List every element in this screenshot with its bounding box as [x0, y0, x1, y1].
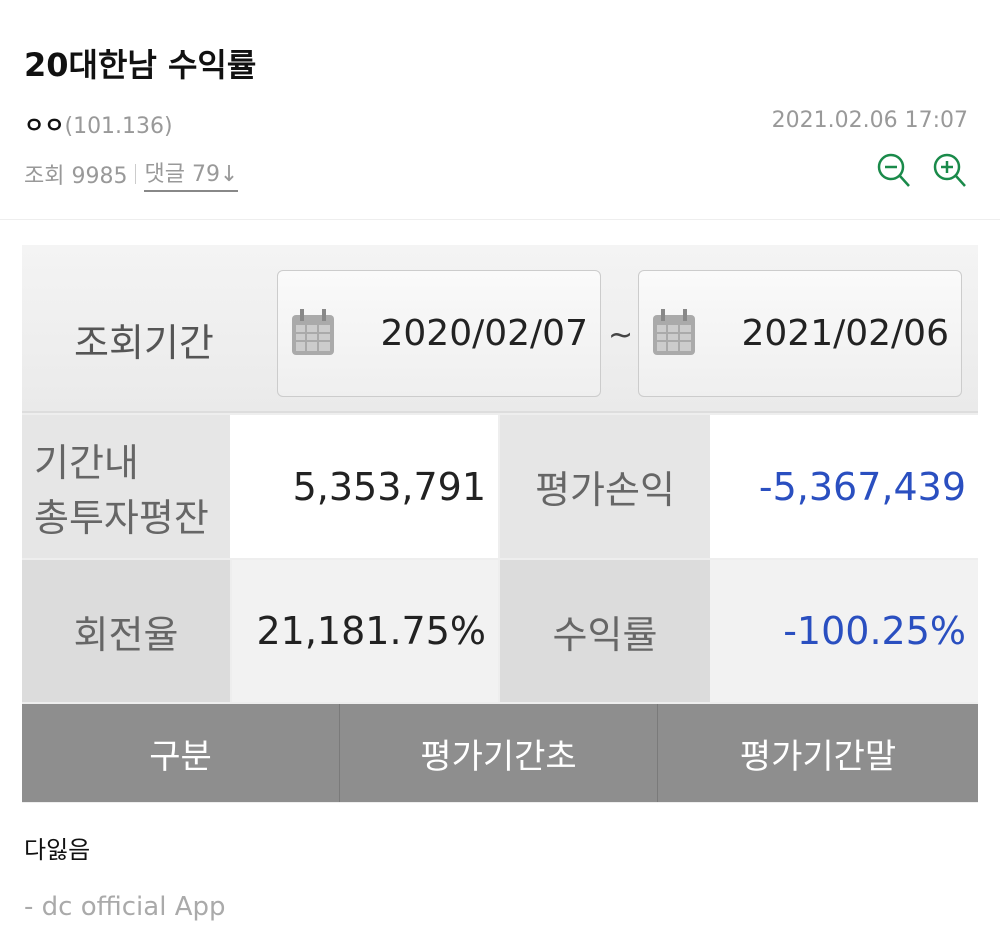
app-signature: - dc official App	[24, 892, 226, 922]
pnl-label: 평가손익	[500, 415, 710, 558]
zoom-in-icon[interactable]	[932, 152, 968, 190]
invest-label-line2: 총투자평잔	[34, 495, 209, 540]
view-count: 조회 9985	[24, 164, 128, 189]
author-ip: (101.136)	[64, 114, 173, 139]
start-date: 2020/02/07	[380, 313, 589, 354]
turnover-label: 회전율	[22, 560, 230, 702]
date-separator: ~	[608, 318, 634, 353]
post-date: 2021.02.06 17:07	[771, 108, 968, 133]
divider	[135, 164, 137, 184]
header-category: 구분	[22, 704, 340, 802]
author-name[interactable]: ㅇㅇ	[24, 114, 65, 139]
return-label: 수익률	[500, 560, 710, 702]
header-divider	[0, 219, 1000, 220]
end-date-box: 2021/02/06	[638, 270, 962, 397]
header-period-start: 평가기간초	[340, 704, 658, 802]
return-value: -100.25%	[710, 560, 978, 702]
end-date: 2021/02/06	[741, 313, 950, 354]
pnl-value: -5,367,439	[710, 415, 978, 558]
start-date-box: 2020/02/07	[277, 270, 601, 397]
invest-value: 5,353,791	[230, 415, 498, 558]
header-period-end: 평가기간말	[658, 704, 978, 802]
calendar-icon	[653, 309, 695, 355]
comments-link[interactable]: 댓글 79↓	[144, 156, 239, 192]
author[interactable]: ㅇㅇ(101.136)	[24, 108, 173, 140]
period-label: 조회기간	[74, 321, 214, 365]
post-stats: 조회 9985 댓글 79↓	[24, 156, 239, 192]
calendar-icon	[292, 309, 334, 355]
post-title: 20대한남 수익률	[24, 46, 257, 84]
invest-label-line1: 기간내	[34, 440, 139, 485]
post-body: 다잃음	[24, 836, 91, 864]
zoom-out-icon[interactable]	[876, 152, 912, 190]
turnover-value: 21,181.75%	[232, 560, 498, 702]
